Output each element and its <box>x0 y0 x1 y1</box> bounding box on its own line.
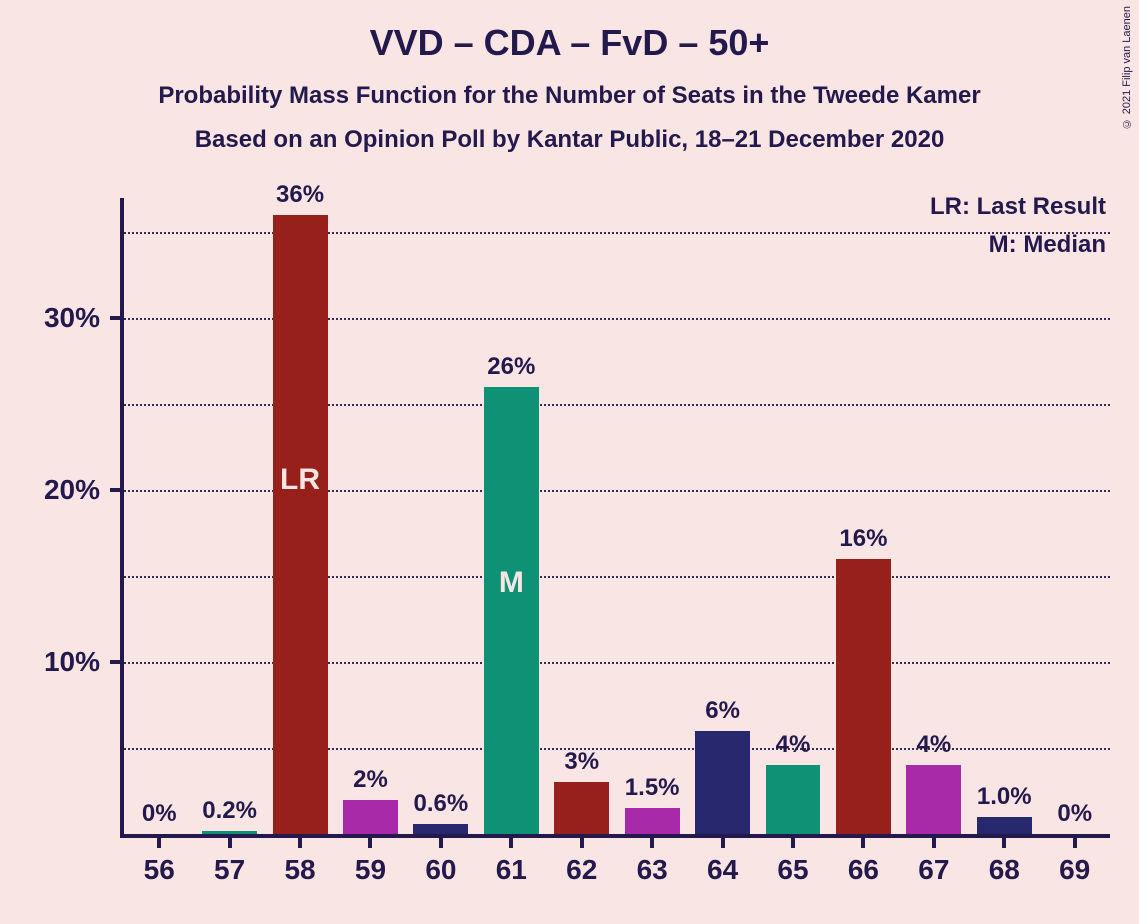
bar: 4% <box>766 765 821 834</box>
bar: 0.2% <box>202 831 257 834</box>
bar-value-label: 0.2% <box>202 797 257 825</box>
x-axis-line <box>120 834 1110 838</box>
bar-value-label: 16% <box>839 525 887 553</box>
x-tick-mark <box>509 838 513 848</box>
x-tick-mark <box>157 838 161 848</box>
bar: 0.6% <box>413 824 468 834</box>
legend-lr: LR: Last Result <box>930 188 1106 226</box>
bar-slot: 26%M61 <box>476 198 546 834</box>
legend-m: M: Median <box>930 226 1106 264</box>
y-tick-mark <box>110 316 120 320</box>
bar: 26%M <box>484 387 539 834</box>
bar-value-label: 4% <box>917 731 952 759</box>
x-tick-mark <box>298 838 302 848</box>
bar: 4% <box>906 765 961 834</box>
bar-value-label: 26% <box>487 353 535 381</box>
x-tick-mark <box>932 838 936 848</box>
x-tick-label: 59 <box>355 854 386 886</box>
bar-inner-label: M <box>499 566 524 600</box>
x-tick-mark <box>368 838 372 848</box>
y-tick-label: 30% <box>44 302 100 334</box>
x-tick-label: 61 <box>496 854 527 886</box>
bar-slot: 0.6%60 <box>406 198 476 834</box>
bar-value-label: 0% <box>142 800 177 828</box>
bar-slot: 2%59 <box>335 198 405 834</box>
bar-slot: 6%64 <box>687 198 757 834</box>
bar: 36%LR <box>273 215 328 834</box>
bar-value-label: 4% <box>776 731 811 759</box>
x-tick-label: 57 <box>214 854 245 886</box>
bar-value-label: 2% <box>353 766 388 794</box>
x-tick-label: 65 <box>777 854 808 886</box>
x-tick-label: 60 <box>425 854 456 886</box>
x-tick-mark <box>1073 838 1077 848</box>
bar-value-label: 1.0% <box>977 783 1032 811</box>
bar-slot: 16%66 <box>828 198 898 834</box>
bar-slot: 36%LR58 <box>265 198 335 834</box>
x-tick-label: 64 <box>707 854 738 886</box>
x-tick-label: 56 <box>144 854 175 886</box>
bar: 1.0% <box>977 817 1032 834</box>
chart-subtitle-2: Based on an Opinion Poll by Kantar Publi… <box>0 126 1139 154</box>
x-tick-mark <box>861 838 865 848</box>
bar-slot: 0%69 <box>1039 198 1109 834</box>
chart-plot-area: 10%20%30% 0%560.2%5736%LR582%590.6%6026%… <box>120 198 1110 838</box>
bar-value-label: 6% <box>705 697 740 725</box>
chart-subtitle-1: Probability Mass Function for the Number… <box>0 82 1139 110</box>
x-tick-label: 68 <box>989 854 1020 886</box>
bar: 16% <box>836 559 891 834</box>
bar-slot: 4%67 <box>899 198 969 834</box>
x-tick-mark <box>650 838 654 848</box>
bar-slot: 0.2%57 <box>194 198 264 834</box>
bars-container: 0%560.2%5736%LR582%590.6%6026%M613%621.5… <box>124 198 1110 834</box>
bar-value-label: 0.6% <box>414 790 469 818</box>
x-tick-mark <box>1002 838 1006 848</box>
x-tick-mark <box>791 838 795 848</box>
bar: 6% <box>695 731 750 834</box>
bar-slot: 0%56 <box>124 198 194 834</box>
bar-value-label: 1.5% <box>625 774 680 802</box>
bar-slot: 4%65 <box>758 198 828 834</box>
x-tick-label: 66 <box>848 854 879 886</box>
bar-value-label: 36% <box>276 181 324 209</box>
y-tick-label: 10% <box>44 646 100 678</box>
x-tick-label: 69 <box>1059 854 1090 886</box>
x-tick-label: 63 <box>637 854 668 886</box>
chart-title: VVD – CDA – FvD – 50+ <box>0 0 1139 64</box>
x-tick-mark <box>439 838 443 848</box>
bar-slot: 1.0%68 <box>969 198 1039 834</box>
x-tick-mark <box>580 838 584 848</box>
x-tick-label: 67 <box>918 854 949 886</box>
x-tick-label: 58 <box>284 854 315 886</box>
x-tick-mark <box>228 838 232 848</box>
y-tick-mark <box>110 660 120 664</box>
x-tick-label: 62 <box>566 854 597 886</box>
bar-value-label: 3% <box>564 748 599 776</box>
bar: 2% <box>343 800 398 834</box>
bar-slot: 1.5%63 <box>617 198 687 834</box>
y-tick-mark <box>110 488 120 492</box>
y-tick-label: 20% <box>44 474 100 506</box>
bar: 1.5% <box>625 808 680 834</box>
legend: LR: Last Result M: Median <box>930 188 1106 265</box>
bar-inner-label: LR <box>280 463 320 497</box>
copyright-text: © 2021 Filip van Laenen <box>1121 6 1133 129</box>
bar-slot: 3%62 <box>547 198 617 834</box>
bar-value-label: 0% <box>1057 800 1092 828</box>
x-tick-mark <box>721 838 725 848</box>
bar: 3% <box>554 782 609 834</box>
